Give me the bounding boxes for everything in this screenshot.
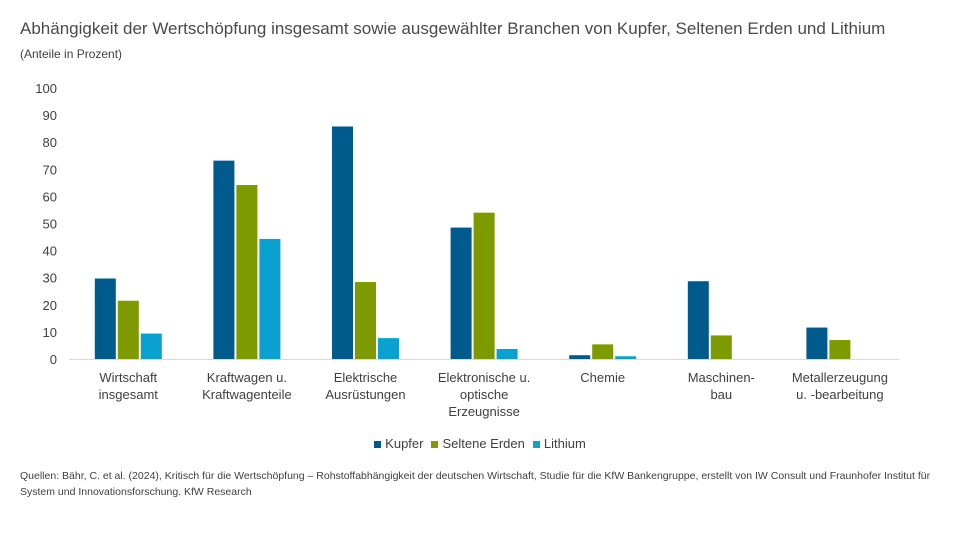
y-tick-label: 40 xyxy=(43,244,57,259)
bar-kupfer xyxy=(569,355,591,359)
y-tick-label: 0 xyxy=(50,352,57,367)
bar-seltene-erden xyxy=(236,185,258,359)
x-tick-label: bau xyxy=(710,387,732,402)
y-tick-label: 30 xyxy=(43,271,57,286)
x-tick-label: Chemie xyxy=(580,370,625,385)
bar-lithium xyxy=(140,333,162,359)
bar-seltene-erden xyxy=(355,282,376,359)
y-tick-label: 20 xyxy=(43,298,57,313)
bar-kupfer xyxy=(94,278,116,359)
source-note: Quellen: Bähr, C. et al. (2024), Kritisc… xyxy=(20,470,931,498)
x-tick-label: Ausrüstungen xyxy=(325,387,405,402)
legend-item: Lithium xyxy=(532,436,586,451)
x-tick-label: Metallerzeugung xyxy=(792,370,888,385)
bar-lithium xyxy=(378,338,399,359)
x-tick-label: Wirtschaft xyxy=(99,370,157,385)
bar-lithium xyxy=(496,348,518,359)
y-tick-label: 80 xyxy=(43,135,57,150)
chart-title: Abhängigkeit der Wertschöpfung insgesamt… xyxy=(20,19,886,38)
y-tick-label: 50 xyxy=(43,217,57,232)
legend-swatch xyxy=(532,441,540,448)
bar-lithium xyxy=(259,238,281,359)
bar-kupfer xyxy=(213,160,235,359)
legend-item: Seltene Erden xyxy=(431,436,525,451)
legend-label: Lithium xyxy=(543,436,586,451)
bar-seltene-erden xyxy=(710,335,732,359)
bar-seltene-erden xyxy=(117,300,139,359)
chart-subtitle: (Anteile in Prozent) xyxy=(20,47,123,61)
x-tick-label: Elektronische u. xyxy=(438,370,531,385)
legend-swatch xyxy=(431,441,439,448)
x-tick-label: Kraftwagenteile xyxy=(202,387,292,402)
y-tick-label: 60 xyxy=(43,189,57,204)
bar-seltene-erden xyxy=(592,344,614,359)
y-tick-label: 90 xyxy=(43,108,57,123)
bar-chart: 0 10 20 30 40 50 60 70 80 90 100 Wirtschaft insgesam… xyxy=(35,81,900,419)
bar-lithium xyxy=(615,356,637,359)
x-tick-label: Maschinen- xyxy=(688,370,755,385)
x-tick-label: Kraftwagen u. xyxy=(207,370,287,385)
y-tick-label: 100 xyxy=(35,81,57,96)
bar-kupfer xyxy=(332,126,353,360)
y-tick-label: 70 xyxy=(43,162,57,177)
y-tick-label: 10 xyxy=(43,325,57,340)
legend: Kupfer Seltene Erden Lithium xyxy=(0,436,960,451)
legend-swatch xyxy=(374,441,382,448)
bar-seltene-erden xyxy=(473,212,495,359)
x-tick-label: Elektrische xyxy=(334,370,398,385)
x-tick-label: u. -bearbeitung xyxy=(796,387,883,402)
x-tick-label: insgesamt xyxy=(99,387,159,402)
bar-kupfer xyxy=(806,327,828,359)
x-tick-label: Erzeugnisse xyxy=(448,404,520,419)
legend-label: Kupfer xyxy=(385,436,424,451)
bar-seltene-erden xyxy=(829,340,851,359)
legend-item: Kupfer xyxy=(374,436,423,451)
x-tick-label: optische xyxy=(460,387,508,402)
bar-kupfer xyxy=(450,227,472,359)
legend-label: Seltene Erden xyxy=(442,436,525,451)
bar-kupfer xyxy=(687,281,709,359)
